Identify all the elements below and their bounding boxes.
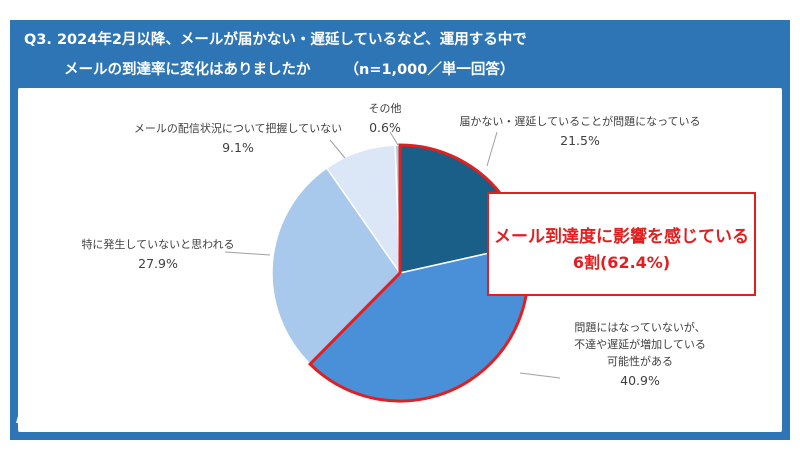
leader-line: [519, 372, 561, 379]
slice-percent-label: 27.9%: [138, 256, 178, 271]
brand-logo: ベアメール: [14, 404, 115, 426]
logo-text: ベアメール: [46, 408, 116, 424]
highlight-callout: メール到達度に影響を感じている 6割(62.4%): [487, 192, 756, 296]
slice-labels: 届かない・遅延していることが問題になっている 21.5% 問題にはなっていないが、不…: [81, 102, 705, 388]
slice-label: 可能性がある: [607, 354, 673, 368]
bear-icon: [16, 406, 41, 423]
slice-percent-label: 0.6%: [369, 120, 401, 135]
leader-lines: [224, 131, 561, 379]
sample-note: （n=1,000／単一回答）: [344, 62, 515, 78]
question-line-1: Q3. 2024年2月以降、メールが届かない・遅延しているなど、運用する中で: [24, 32, 527, 48]
slice-percent-label: 9.1%: [222, 140, 254, 155]
slice-label: 特に発生していないと思われる: [81, 237, 234, 251]
leader-line: [224, 251, 271, 256]
pie-slice: [271, 167, 401, 366]
slice-label: 届かない・遅延していることが問題になっている: [459, 114, 700, 128]
callout-line-1: メール到達度に影響を感じている: [494, 227, 749, 247]
question-line-2: メールの到達率に変化はありましたか （n=1,000／単一回答）: [64, 58, 514, 79]
leader-line: [329, 139, 346, 159]
callout-line-2: 6割(62.4%): [572, 253, 671, 272]
highlight-outline: [307, 143, 530, 403]
slice-label: 不達や遅延が増加している: [574, 337, 706, 351]
question-header: Q3. 2024年2月以降、メールが届かない・遅延しているなど、運用する中で メ…: [10, 20, 790, 88]
slice-label: その他: [369, 102, 402, 115]
leader-line: [486, 131, 498, 167]
leader-line: [389, 131, 399, 146]
slice-label: メールの配信状況について把握していない: [134, 121, 342, 135]
slice-label: 問題にはなっていないが、: [574, 320, 705, 334]
slice-percent-label: 21.5%: [560, 133, 600, 148]
question-text: メールの到達率に変化はありましたか: [64, 62, 311, 78]
slice-percent-label: 40.9%: [620, 373, 660, 388]
